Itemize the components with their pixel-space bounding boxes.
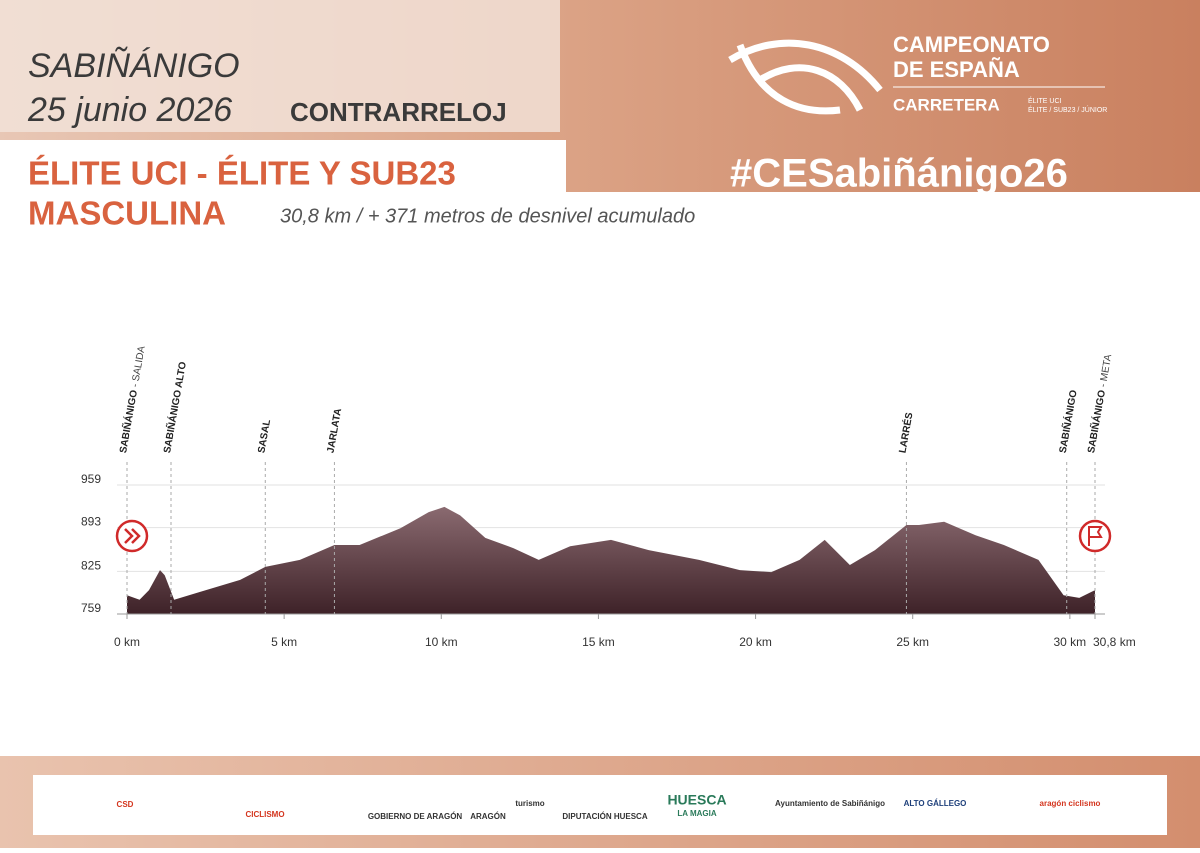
waypoint-label: JARLATA xyxy=(325,408,344,454)
title-panel xyxy=(0,0,560,132)
city: SABIÑÁNIGO xyxy=(28,47,240,85)
y-tick-label: 825 xyxy=(81,559,101,573)
sponsor-logo: HUESCA xyxy=(667,792,726,808)
sponsor-logo: ARAGÓN xyxy=(470,812,506,821)
y-tick-label: 759 xyxy=(81,601,101,615)
category: MASCULINA xyxy=(28,195,226,232)
waypoint-label: LARRÉS xyxy=(895,411,915,454)
logo-swoosh xyxy=(758,64,864,112)
waypoint-label: SABIÑÁNIGO ALTO xyxy=(160,360,189,454)
header-fade xyxy=(0,192,1200,252)
date: 25 junio 2026 xyxy=(27,91,232,129)
waypoint-label: SASAL xyxy=(256,419,273,454)
sponsor-logos: CSD CICLISMO GOBIERNO DE ARAGÓN ARAGÓN turis… xyxy=(117,792,1101,821)
waypoint-name: SABIÑÁNIGO ALTO xyxy=(160,360,189,454)
x-tick-label: 20 km xyxy=(739,635,772,649)
waypoint-name: SABIÑÁNIGO xyxy=(1055,389,1079,454)
logo-text: ÉLITE / SUB23 / JÚNIOR xyxy=(1028,105,1107,114)
sponsor-logo: aragón ciclismo xyxy=(1040,799,1101,808)
logo-text: CARRETERA xyxy=(893,95,1000,114)
details: 30,8 km / + 371 metros de desnivel acumu… xyxy=(280,205,695,227)
x-tick-label: 15 km xyxy=(582,635,615,649)
waypoint-name: SASAL xyxy=(256,419,273,454)
waypoint-label: SABIÑÁNIGO- SALIDA xyxy=(116,344,148,454)
waypoint-name: SABIÑÁNIGO xyxy=(1084,389,1108,454)
start-icon xyxy=(115,519,149,553)
event-logo xyxy=(728,39,883,115)
waypoint-note: - SALIDA xyxy=(129,345,147,388)
category-panel xyxy=(0,140,566,192)
logo-text: DE ESPAÑA xyxy=(893,57,1020,82)
category: ÉLITE UCI - ÉLITE Y SUB23 xyxy=(28,155,456,192)
sponsor-logo: CICLISMO xyxy=(245,810,284,819)
sponsor-logo: LA MAGIA xyxy=(677,809,716,818)
logo-swoosh xyxy=(728,39,883,93)
waypoint-name: JARLATA xyxy=(325,408,344,454)
logo-swoosh xyxy=(736,43,841,115)
footer-panel xyxy=(33,775,1167,835)
waypoint-note: - META xyxy=(1097,353,1114,388)
waypoint-label: SABIÑÁNIGO xyxy=(1055,389,1079,454)
x-tick-label: 30,8 km xyxy=(1093,635,1136,649)
waypoint-label: SABIÑÁNIGO- META xyxy=(1084,353,1114,454)
sponsor-logo: CSD xyxy=(117,800,134,809)
y-tick-label: 959 xyxy=(81,472,101,486)
sponsor-logo: ALTO GÁLLEGO xyxy=(904,799,967,808)
finish-icon xyxy=(1078,519,1112,553)
x-tick-label: 25 km xyxy=(896,635,929,649)
stage: CONTRARRELOJ xyxy=(290,97,507,127)
logo-text: CAMPEONATO xyxy=(893,32,1050,57)
y-tick-label: 893 xyxy=(81,515,101,529)
waypoint-name: SABIÑÁNIGO xyxy=(116,389,140,454)
x-tick-label: 5 km xyxy=(271,635,297,649)
waypoint-name: LARRÉS xyxy=(895,411,915,454)
logo-text: ÉLITE UCI xyxy=(1028,96,1062,105)
x-tick-label: 30 km xyxy=(1054,635,1087,649)
sponsor-logo: DIPUTACIÓN HUESCA xyxy=(562,812,647,821)
elevation-area xyxy=(127,506,1095,614)
sponsor-logo: turismo xyxy=(515,799,544,808)
hashtag: #CESabiñánigo26 xyxy=(730,152,1068,196)
chart: 759 825 893 959 0 km 5 km 10 km 15 km 20 km 25 km… xyxy=(81,344,1136,649)
x-tick-label: 10 km xyxy=(425,635,458,649)
sponsor-logo: GOBIERNO DE ARAGÓN xyxy=(368,812,463,821)
sponsor-logo: Ayuntamiento de Sabiñánigo xyxy=(775,799,885,808)
x-tick-label: 0 km xyxy=(114,635,140,649)
